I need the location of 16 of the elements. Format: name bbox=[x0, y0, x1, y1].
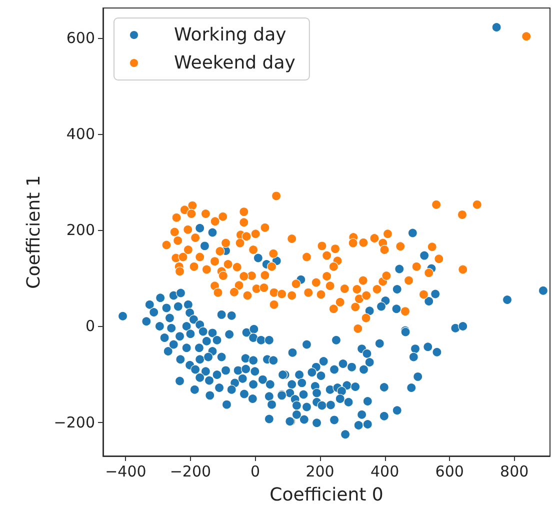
legend-label: Weekend day bbox=[174, 52, 296, 74]
x-tick-label: 400 bbox=[370, 462, 400, 480]
y-tick-label: −200 bbox=[54, 413, 95, 432]
x-tick-label: 800 bbox=[500, 462, 529, 480]
x-tick-label: −200 bbox=[170, 462, 212, 480]
y-tick-label: 200 bbox=[66, 221, 95, 240]
y-tick-label: 600 bbox=[66, 28, 95, 47]
x-axis-title: Coefficient 0 bbox=[270, 484, 384, 506]
x-tick-label: 600 bbox=[435, 462, 464, 480]
x-tick-label: 200 bbox=[306, 462, 334, 480]
y-axis-title: Coefficient 1 bbox=[23, 175, 44, 289]
y-tick-label: 0 bbox=[85, 317, 95, 336]
legend-label: Working day bbox=[174, 24, 287, 46]
x-tick-label: −400 bbox=[105, 462, 146, 480]
y-tick-label: 400 bbox=[66, 124, 95, 143]
x-tick-label: 0 bbox=[250, 462, 260, 480]
